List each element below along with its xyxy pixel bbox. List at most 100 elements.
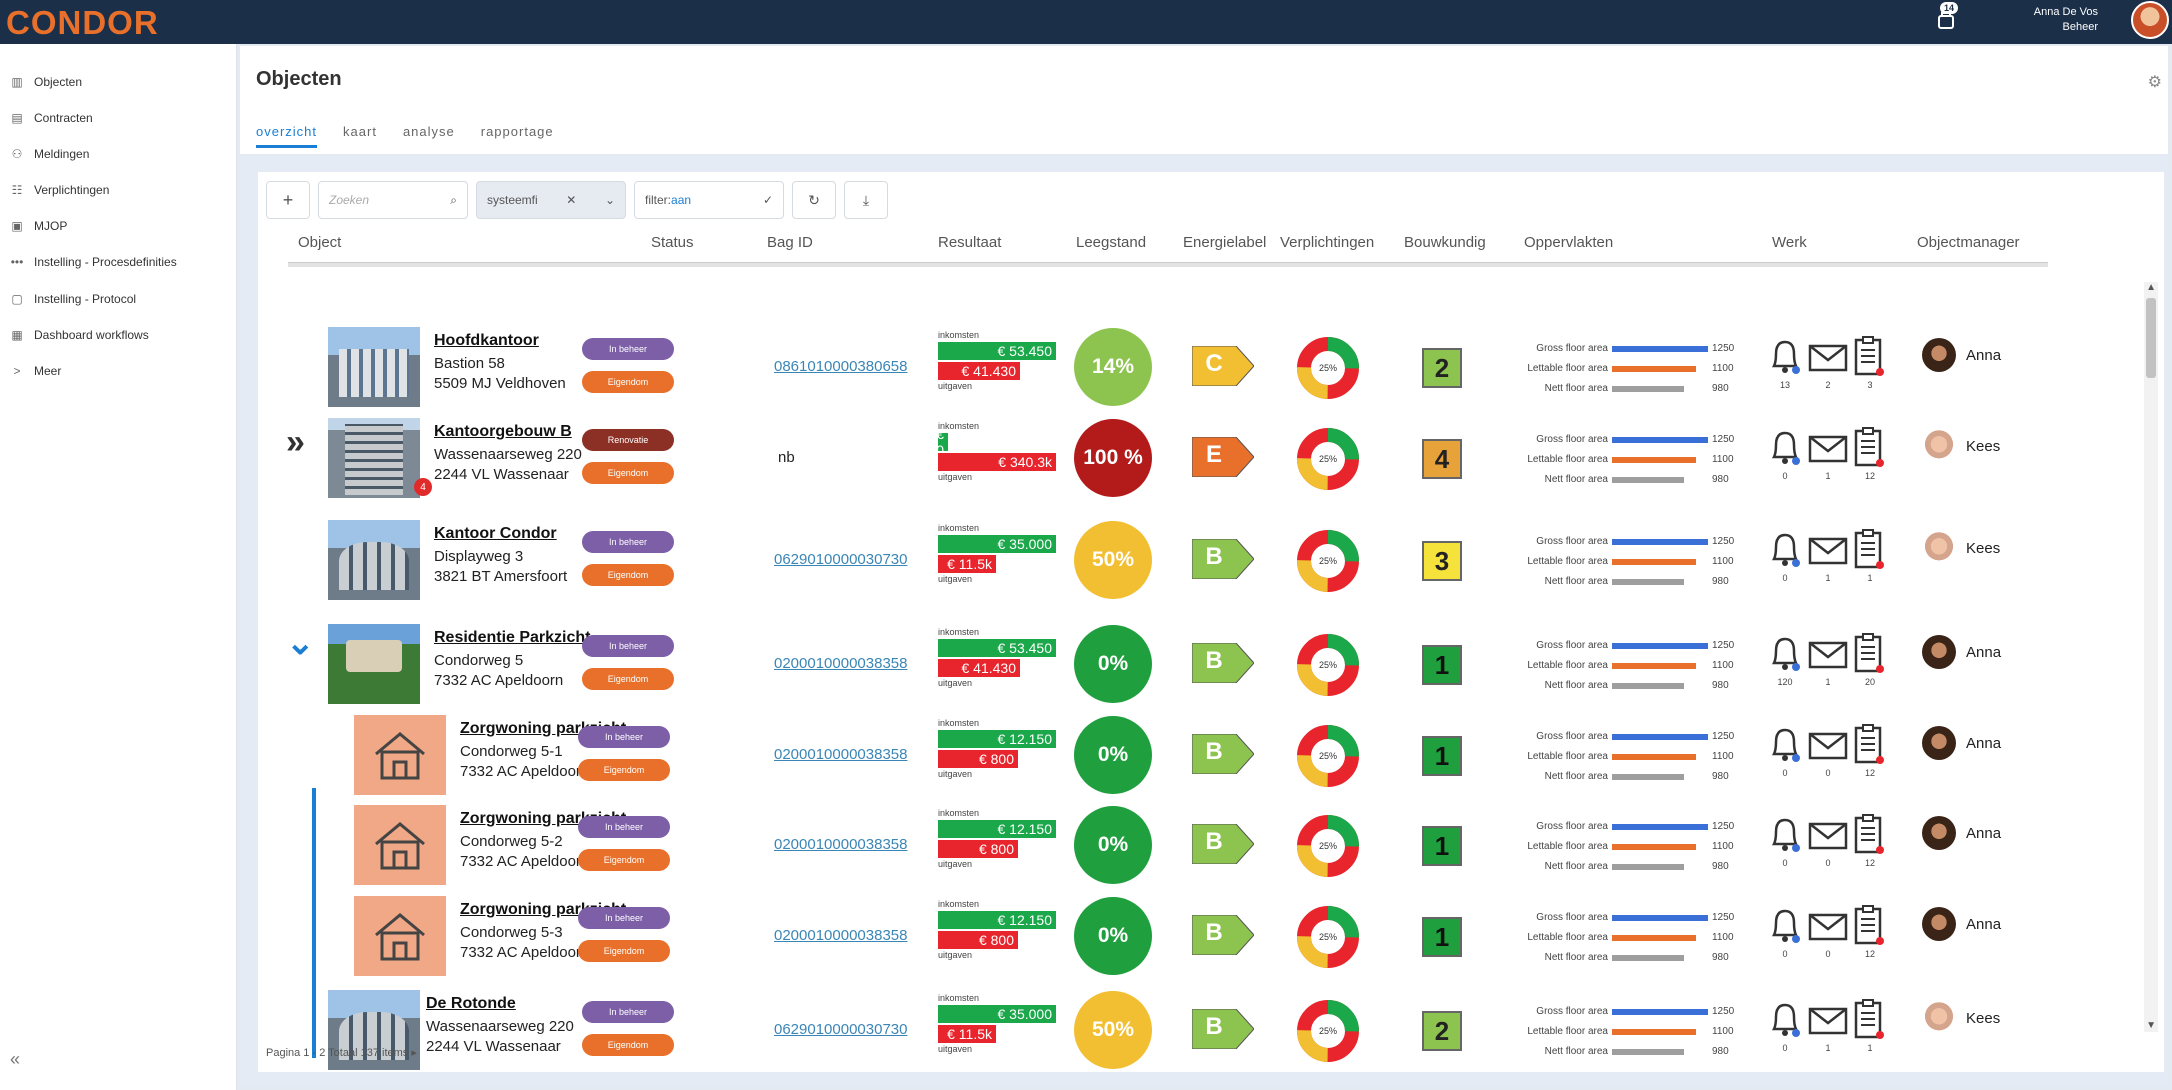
user-avatar[interactable]: [2131, 1, 2169, 39]
bell-icon[interactable]: [1768, 633, 1802, 673]
refresh-button[interactable]: ↻: [792, 181, 836, 219]
object-manager[interactable]: Kees: [1922, 531, 2000, 565]
table-row[interactable]: Zorgwoning parkzicht Condorweg 5-1 7332 AC…: [258, 710, 2118, 800]
next-page-icon[interactable]: ▸: [411, 1047, 417, 1059]
col-werk[interactable]: Werk: [1772, 234, 1807, 251]
checklist-icon[interactable]: [1852, 999, 1886, 1041]
table-row[interactable]: Hoofdkantoor Bastion 58 5509 MJ Veldhoven I…: [258, 322, 2118, 412]
obligations-donut-chart[interactable]: 25%: [1296, 814, 1360, 878]
sidebar-item-mjop[interactable]: ▣ MJOP: [6, 214, 67, 238]
collapse-sidebar-button[interactable]: «: [10, 1049, 21, 1069]
table-row[interactable]: Zorgwoning parkzicht Condorweg 5-2 7332 AC…: [258, 800, 2118, 890]
object-manager[interactable]: Anna: [1922, 338, 2001, 372]
mail-icon[interactable]: [1808, 913, 1848, 941]
bag-id-link[interactable]: 0200010000038358: [774, 927, 908, 944]
bag-id-link[interactable]: 0629010000030730: [774, 1021, 908, 1038]
col-resultaat[interactable]: Resultaat: [938, 234, 1002, 251]
object-thumbnail[interactable]: [328, 990, 420, 1070]
object-manager[interactable]: Anna: [1922, 816, 2001, 850]
bag-id-link[interactable]: 0200010000038358: [774, 836, 908, 853]
checklist-icon[interactable]: [1852, 427, 1886, 469]
sidebar-item-procesdefinities[interactable]: ••• Instelling - Procesdefinities: [6, 250, 177, 274]
sidebar-item-verplichtingen[interactable]: ☷ Verplichtingen: [6, 178, 110, 202]
mail-icon[interactable]: [1808, 822, 1848, 850]
obligations-donut-chart[interactable]: 25%: [1296, 336, 1360, 400]
bag-id-link[interactable]: 0861010000380658: [774, 358, 908, 375]
settings-gear-icon[interactable]: ⚙: [2147, 74, 2162, 91]
mail-icon[interactable]: [1808, 344, 1848, 372]
object-thumbnail[interactable]: [328, 327, 420, 407]
object-thumbnail[interactable]: [354, 896, 446, 976]
sidebar-item-dashboard[interactable]: ▦ Dashboard workflows: [6, 323, 148, 347]
object-name-link[interactable]: Kantoor Condor: [434, 525, 557, 542]
col-leegstand[interactable]: Leegstand: [1076, 234, 1147, 251]
obligations-donut-chart[interactable]: 25%: [1296, 427, 1360, 491]
object-name-link[interactable]: Kantoorgebouw B: [434, 423, 572, 440]
mail-icon[interactable]: [1808, 435, 1848, 463]
obligations-donut-chart[interactable]: 25%: [1296, 633, 1360, 697]
table-row[interactable]: Kantoor Condor Displayweg 3 3821 BT Amersf…: [258, 515, 2118, 605]
sidebar-item-meldingen[interactable]: ⚇ Meldingen: [6, 142, 90, 166]
obligations-donut-chart[interactable]: 25%: [1296, 724, 1360, 788]
checklist-icon[interactable]: [1852, 814, 1886, 856]
bag-id-link[interactable]: 0200010000038358: [774, 746, 908, 763]
object-name-link[interactable]: De Rotonde: [426, 995, 516, 1012]
obligations-donut-chart[interactable]: 25%: [1296, 529, 1360, 593]
search-input[interactable]: Zoeken ⌕: [318, 181, 468, 219]
obligations-donut-chart[interactable]: 25%: [1296, 905, 1360, 969]
scrollbar-track[interactable]: [2144, 282, 2158, 1032]
add-button[interactable]: +: [266, 181, 310, 219]
object-thumbnail[interactable]: [354, 805, 446, 885]
bell-icon[interactable]: [1768, 336, 1802, 376]
tab-kaart[interactable]: kaart: [343, 124, 377, 139]
user-info[interactable]: Anna De Vos Beheer: [2034, 5, 2098, 35]
mail-icon[interactable]: [1808, 1007, 1848, 1035]
bell-icon[interactable]: [1768, 905, 1802, 945]
object-thumbnail[interactable]: [328, 624, 420, 704]
checklist-icon[interactable]: [1852, 633, 1886, 675]
col-objectmanager[interactable]: Objectmanager: [1917, 234, 2020, 251]
object-name-link[interactable]: Residentie Parkzicht: [434, 629, 591, 646]
bell-icon[interactable]: [1768, 427, 1802, 467]
table-row[interactable]: ⌄ Residentie Parkzicht Condorweg 5 7332 AC …: [258, 619, 2118, 709]
object-manager[interactable]: Anna: [1922, 907, 2001, 941]
obligations-donut-chart[interactable]: 25%: [1296, 999, 1360, 1063]
chevron-down-icon[interactable]: ⌄: [604, 193, 615, 207]
tab-analyse[interactable]: analyse: [402, 124, 455, 139]
bag-id-link[interactable]: 0629010000030730: [774, 551, 908, 568]
object-thumbnail[interactable]: [328, 418, 420, 498]
col-bouwkundig[interactable]: Bouwkundig: [1404, 234, 1486, 251]
checklist-icon[interactable]: [1852, 905, 1886, 947]
scrollbar-thumb[interactable]: [2146, 298, 2156, 378]
checklist-icon[interactable]: [1852, 336, 1886, 378]
sidebar-item-objecten[interactable]: ▥ Objecten: [6, 70, 82, 94]
bell-icon[interactable]: [1768, 814, 1802, 854]
pagination[interactable]: Pagina 1 - 2 Totaal 137 items ▸: [266, 1046, 417, 1059]
app-logo[interactable]: CONDOR: [6, 4, 159, 41]
col-energielabel[interactable]: Energielabel: [1183, 234, 1267, 251]
download-button[interactable]: ⤓: [844, 181, 888, 219]
mail-icon[interactable]: [1808, 641, 1848, 669]
bell-icon[interactable]: [1768, 724, 1802, 764]
checklist-icon[interactable]: [1852, 529, 1886, 571]
object-thumbnail[interactable]: [328, 520, 420, 600]
table-row[interactable]: » 4 Kantoorgebouw B Wassenaarseweg 220 2244 …: [258, 413, 2118, 503]
table-row[interactable]: De Rotonde Wassenaarseweg 220 2244 VL Wass…: [258, 985, 2118, 1075]
sidebar-item-protocol[interactable]: ▢ Instelling - Protocol: [6, 287, 136, 311]
sidebar-item-meer[interactable]: > Meer: [6, 359, 61, 383]
filter-toggle[interactable]: filter:aan ✓: [634, 181, 784, 219]
object-manager[interactable]: Kees: [1922, 1001, 2000, 1035]
object-thumbnail[interactable]: [354, 715, 446, 795]
col-bag-id[interactable]: Bag ID: [767, 234, 813, 251]
tab-overzicht[interactable]: overzicht: [256, 124, 318, 148]
mail-icon[interactable]: [1808, 732, 1848, 760]
scroll-down-icon[interactable]: ▼: [2146, 1020, 2156, 1031]
close-icon[interactable]: ✕: [566, 193, 577, 207]
collapse-row-icon[interactable]: ⌄: [286, 624, 315, 662]
mail-icon[interactable]: [1808, 537, 1848, 565]
expand-row-icon[interactable]: »: [286, 423, 305, 461]
col-verplichtingen[interactable]: Verplichtingen: [1280, 234, 1375, 251]
col-object[interactable]: Object: [298, 234, 342, 251]
bell-icon[interactable]: [1768, 529, 1802, 569]
bell-icon[interactable]: [1768, 999, 1802, 1039]
